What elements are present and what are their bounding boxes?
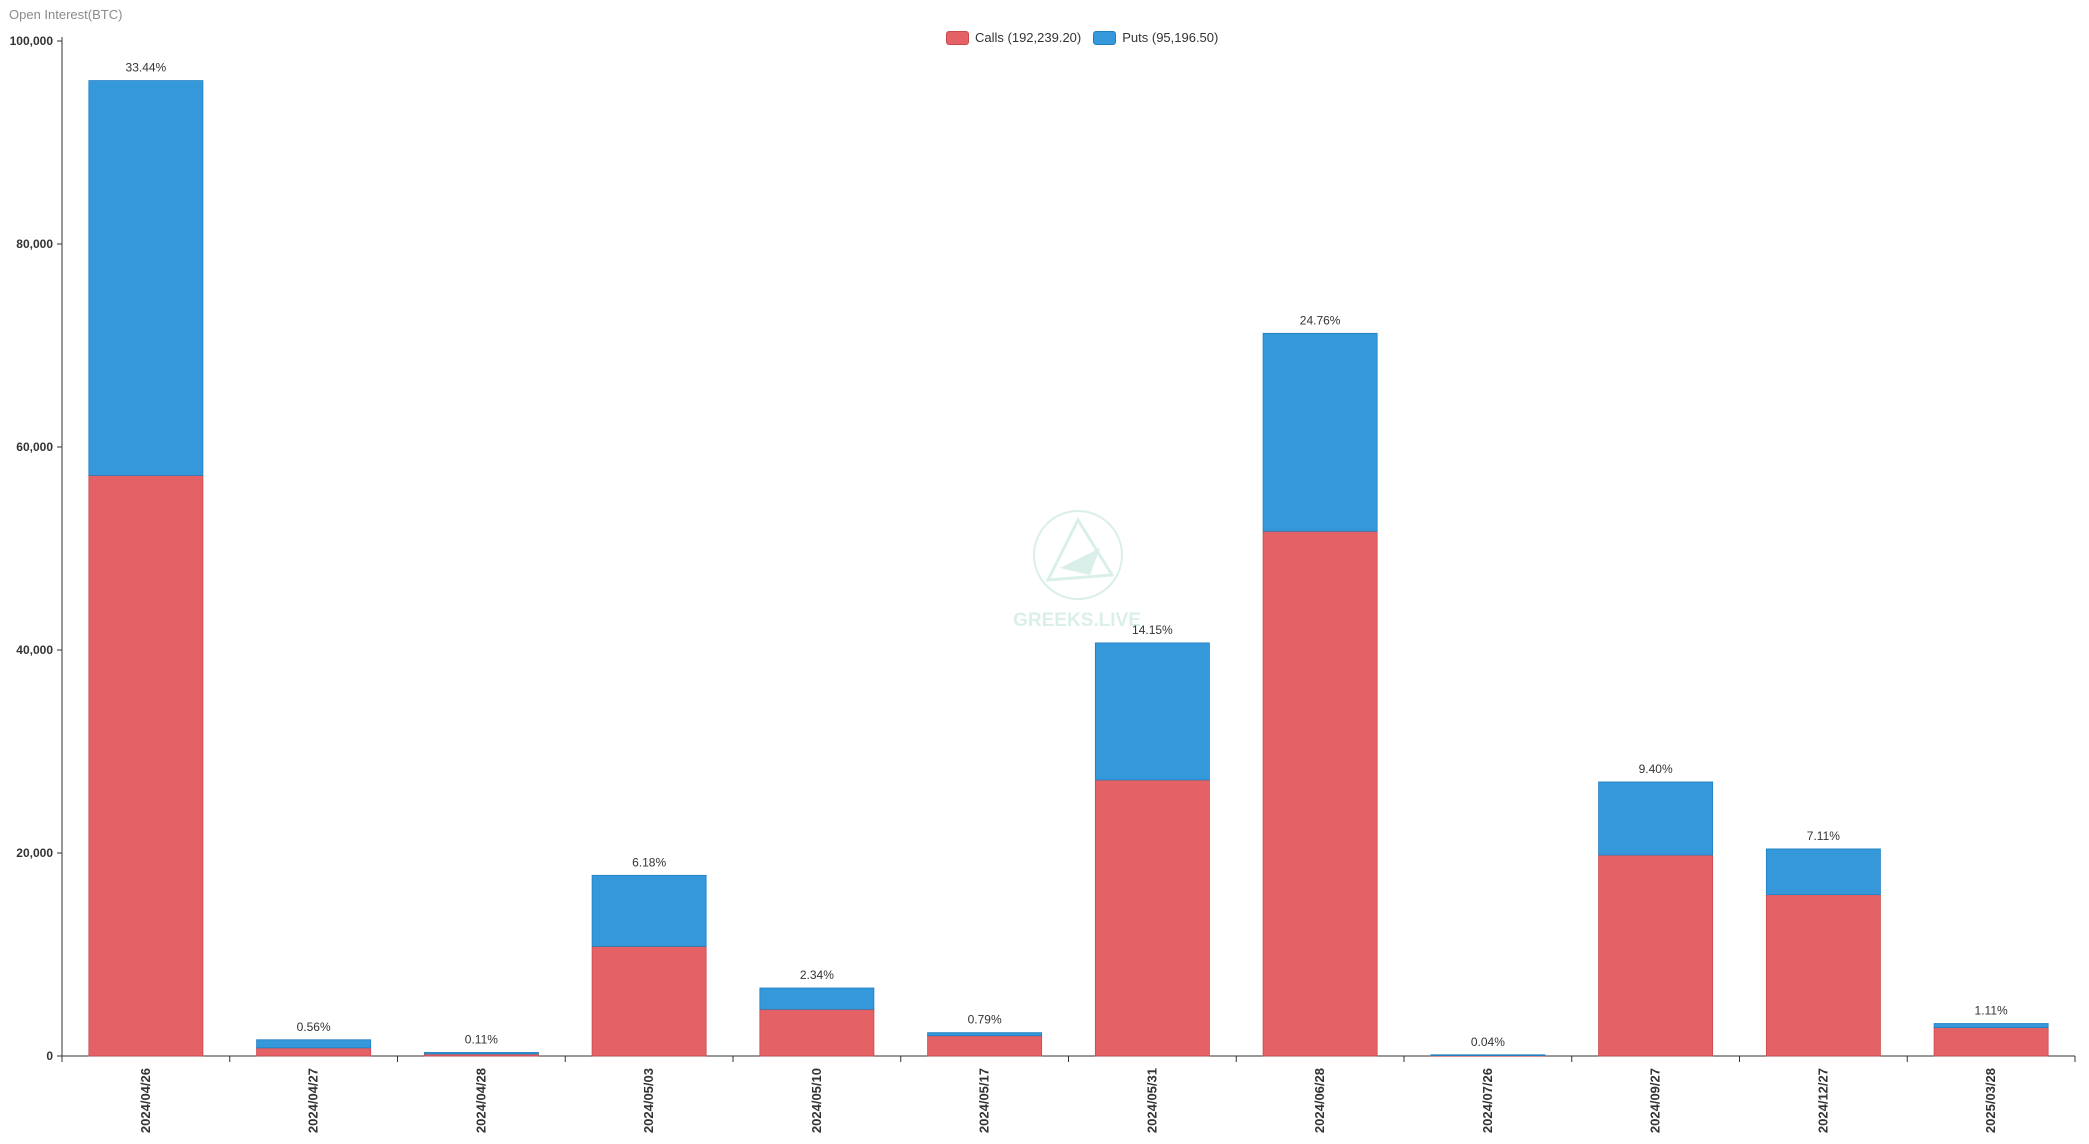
legend-item-calls[interactable]: Calls (192,239.20) [946, 30, 1081, 45]
bar-calls-2024-05-10[interactable] [759, 1008, 875, 1057]
data-label: 9.40% [1639, 762, 1673, 776]
data-label: 6.18% [632, 855, 666, 869]
legend-swatch-puts [1093, 30, 1117, 45]
y-tick-label: 0 [46, 1049, 53, 1063]
chart-legend: Calls (192,239.20) Puts (95,196.50) [946, 30, 1230, 45]
data-label: 7.11% [1807, 829, 1840, 843]
y-tick-label: 20,000 [16, 846, 53, 860]
data-label: 0.56% [297, 1020, 331, 1034]
bar-puts-2024-09-27[interactable] [1598, 781, 1714, 856]
data-label: 24.76% [1300, 313, 1341, 327]
bar-calls-2024-05-03[interactable] [591, 945, 707, 1057]
bar-puts-2025-03-28[interactable] [1933, 1023, 2049, 1028]
x-tick-label: 2024/04/26 [138, 1068, 153, 1133]
bar-puts-2024-04-28[interactable] [423, 1052, 539, 1055]
y-tick-label: 60,000 [16, 440, 53, 454]
bar-calls-2024-09-27[interactable] [1598, 854, 1714, 1057]
bar-calls-2024-04-27[interactable] [256, 1047, 372, 1057]
y-axis-title: Open Interest(BTC) [9, 7, 123, 22]
bar-calls-2025-03-28[interactable] [1933, 1027, 2049, 1057]
watermark-text: GREEKS.LIVE [1013, 610, 1141, 631]
bar-puts-2024-07-26[interactable] [1430, 1054, 1546, 1056]
bar-calls-2024-12-27[interactable] [1765, 894, 1881, 1057]
data-label: 14.15% [1132, 623, 1173, 637]
data-label: 1.11% [1975, 1004, 2008, 1018]
x-tick-label: 2024/07/26 [1480, 1068, 1495, 1133]
legend-label-calls: Calls (192,239.20) [975, 30, 1082, 45]
bar-puts-2024-05-03[interactable] [591, 874, 707, 947]
bar-calls-2024-06-28[interactable] [1262, 530, 1378, 1057]
x-tick-label: 2025/03/28 [1983, 1068, 1998, 1133]
data-label: 0.79% [968, 1013, 1002, 1027]
data-label: 0.11% [465, 1032, 498, 1046]
bar-puts-2024-04-26[interactable] [88, 80, 204, 476]
y-tick-label: 40,000 [16, 643, 53, 657]
x-tick-label: 2024/12/27 [1815, 1068, 1830, 1133]
bar-calls-2024-05-31[interactable] [1094, 779, 1210, 1057]
data-label: 33.44% [126, 61, 167, 75]
bar-puts-2024-05-31[interactable] [1094, 642, 1210, 781]
bar-calls-2024-04-26[interactable] [88, 475, 204, 1057]
bar-puts-2024-06-28[interactable] [1262, 332, 1378, 532]
bar-calls-2024-05-17[interactable] [927, 1035, 1043, 1057]
bar-puts-2024-04-27[interactable] [256, 1039, 372, 1049]
bar-puts-2024-05-10[interactable] [759, 987, 875, 1010]
y-tick-label: 100,000 [10, 34, 54, 48]
x-tick-label: 2024/05/10 [809, 1068, 824, 1133]
data-label: 2.34% [800, 968, 834, 982]
x-tick-label: 2024/06/28 [1312, 1068, 1327, 1133]
bar-puts-2024-05-17[interactable] [927, 1032, 1043, 1037]
y-tick-label: 80,000 [16, 237, 53, 251]
x-tick-label: 2024/04/27 [306, 1068, 321, 1133]
x-tick-label: 2024/05/03 [641, 1068, 656, 1133]
x-tick-label: 2024/05/31 [1144, 1068, 1159, 1133]
watermark-logo: GREEKS.LIVE [1013, 510, 1141, 631]
legend-swatch-calls [946, 30, 969, 45]
bar-puts-2024-12-27[interactable] [1765, 848, 1881, 896]
data-label: 0.04% [1471, 1035, 1505, 1049]
x-tick-label: 2024/05/17 [977, 1068, 992, 1133]
x-tick-label: 2024/04/28 [473, 1068, 488, 1133]
legend-item-puts[interactable]: Puts (95,196.50) [1093, 30, 1218, 45]
x-tick-label: 2024/09/27 [1648, 1068, 1663, 1133]
legend-label-puts: Puts (95,196.50) [1122, 30, 1219, 45]
